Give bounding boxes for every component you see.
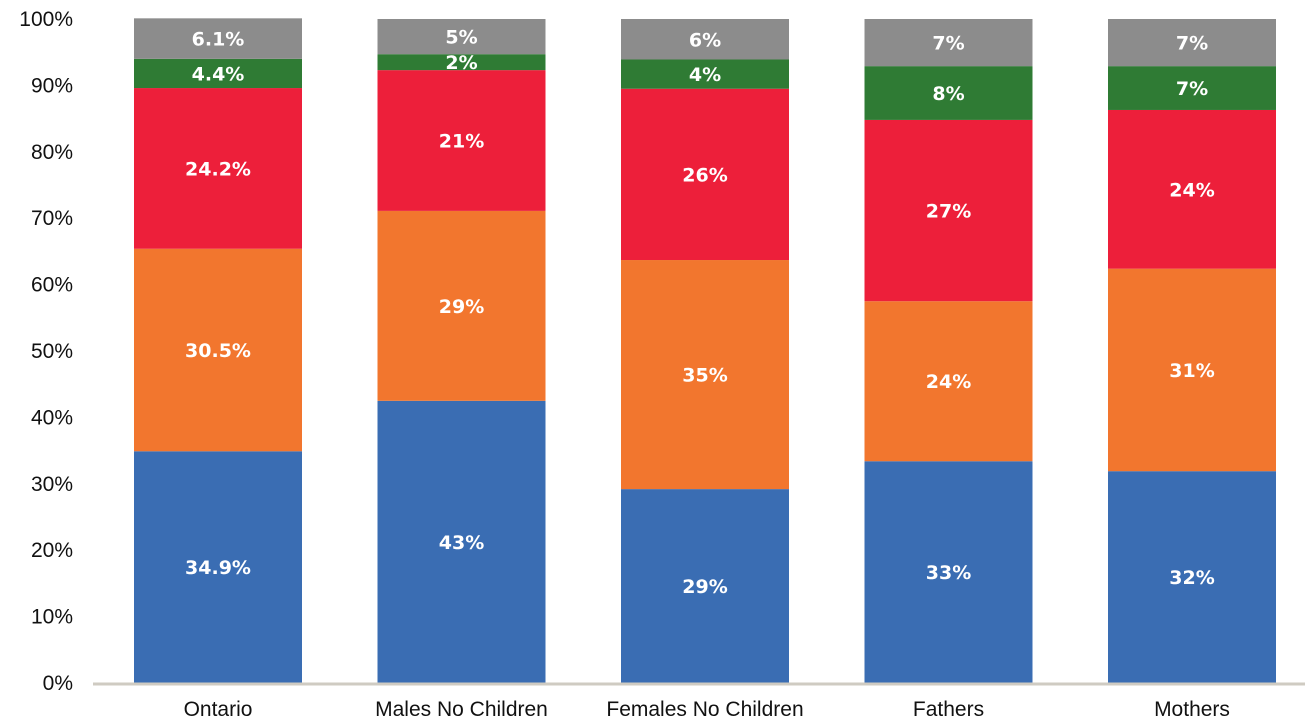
bar-segment [134, 18, 302, 59]
y-tick-label: 60% [31, 274, 73, 297]
bar-segment [864, 301, 1033, 462]
bar-segment [134, 88, 302, 249]
bar-segment [621, 260, 789, 490]
y-axis-ticks: 0% 10% 20% 30% 40% 50% 60% 70% 80% 90% 100% [19, 8, 73, 695]
data-label: 7% [1176, 78, 1208, 100]
data-label: 5% [445, 27, 477, 49]
y-tick-label: 90% [31, 74, 73, 97]
y-tick-label: 30% [31, 473, 73, 496]
data-label: 29% [439, 296, 484, 318]
bar-segment [621, 19, 789, 60]
bar-segment [1108, 66, 1276, 110]
bar-segment [1108, 109, 1276, 269]
bar-segment [1108, 19, 1276, 67]
y-tick-label: 80% [31, 141, 73, 164]
data-label: 33% [926, 562, 971, 584]
data-label: 6.1% [192, 29, 245, 51]
y-tick-label: 20% [31, 539, 73, 562]
bar-segment [864, 66, 1033, 120]
data-label: 24% [1169, 179, 1214, 201]
data-label: 32% [1169, 567, 1214, 589]
data-label: 21% [439, 131, 484, 153]
data-label: 2% [445, 52, 477, 74]
bar-segment [377, 54, 546, 71]
y-tick-label: 70% [31, 207, 73, 230]
data-labels: 34.9% 30.5% 24.2% 4.4% 6.1% 43% 29% 21% 2% 5% 29% 3… [185, 27, 1215, 598]
bar-segment [621, 59, 789, 89]
data-label: 43% [439, 532, 484, 554]
bar-stacks [134, 18, 1276, 683]
data-label: 6% [689, 29, 721, 51]
x-category-label: Females No Children [606, 698, 803, 720]
data-label: 30.5% [185, 340, 251, 362]
bar-segment [134, 451, 302, 683]
data-label: 4.4% [192, 63, 245, 85]
data-label: 8% [932, 83, 964, 105]
data-label: 34.9% [185, 557, 251, 579]
y-tick-label: 50% [31, 340, 73, 363]
data-label: 26% [682, 164, 727, 186]
x-category-label: Fathers [913, 698, 984, 720]
y-tick-label: 40% [31, 406, 73, 429]
x-category-label: Males No Children [375, 698, 548, 720]
x-category-label: Mothers [1154, 698, 1230, 720]
data-label: 7% [1176, 33, 1208, 55]
y-tick-label: 0% [43, 672, 73, 695]
bar-segment [864, 19, 1033, 67]
bar-segment [621, 489, 789, 683]
x-axis-categories: Ontario Males No Children Females No Child… [184, 698, 1230, 720]
bar-segment [621, 88, 789, 261]
data-label: 35% [682, 365, 727, 387]
bar-segment [1108, 268, 1276, 472]
y-tick-label: 100% [19, 8, 73, 31]
data-label: 24% [926, 371, 971, 393]
bar-segment [864, 119, 1033, 302]
bar-segment [377, 400, 546, 683]
data-label: 29% [682, 576, 727, 598]
bar-segment [134, 58, 302, 89]
bar-segment [377, 210, 546, 401]
bar-segment [864, 461, 1033, 683]
bar-segment [377, 70, 546, 211]
data-label: 27% [926, 201, 971, 223]
data-label: 24.2% [185, 158, 251, 180]
y-tick-label: 10% [31, 606, 73, 629]
bar-segment [1108, 471, 1276, 683]
data-label: 31% [1169, 360, 1214, 382]
data-label: 4% [689, 64, 721, 86]
data-label: 7% [932, 33, 964, 55]
bar-segment [134, 248, 302, 452]
x-category-label: Ontario [184, 698, 253, 720]
bar-segment [377, 19, 546, 55]
